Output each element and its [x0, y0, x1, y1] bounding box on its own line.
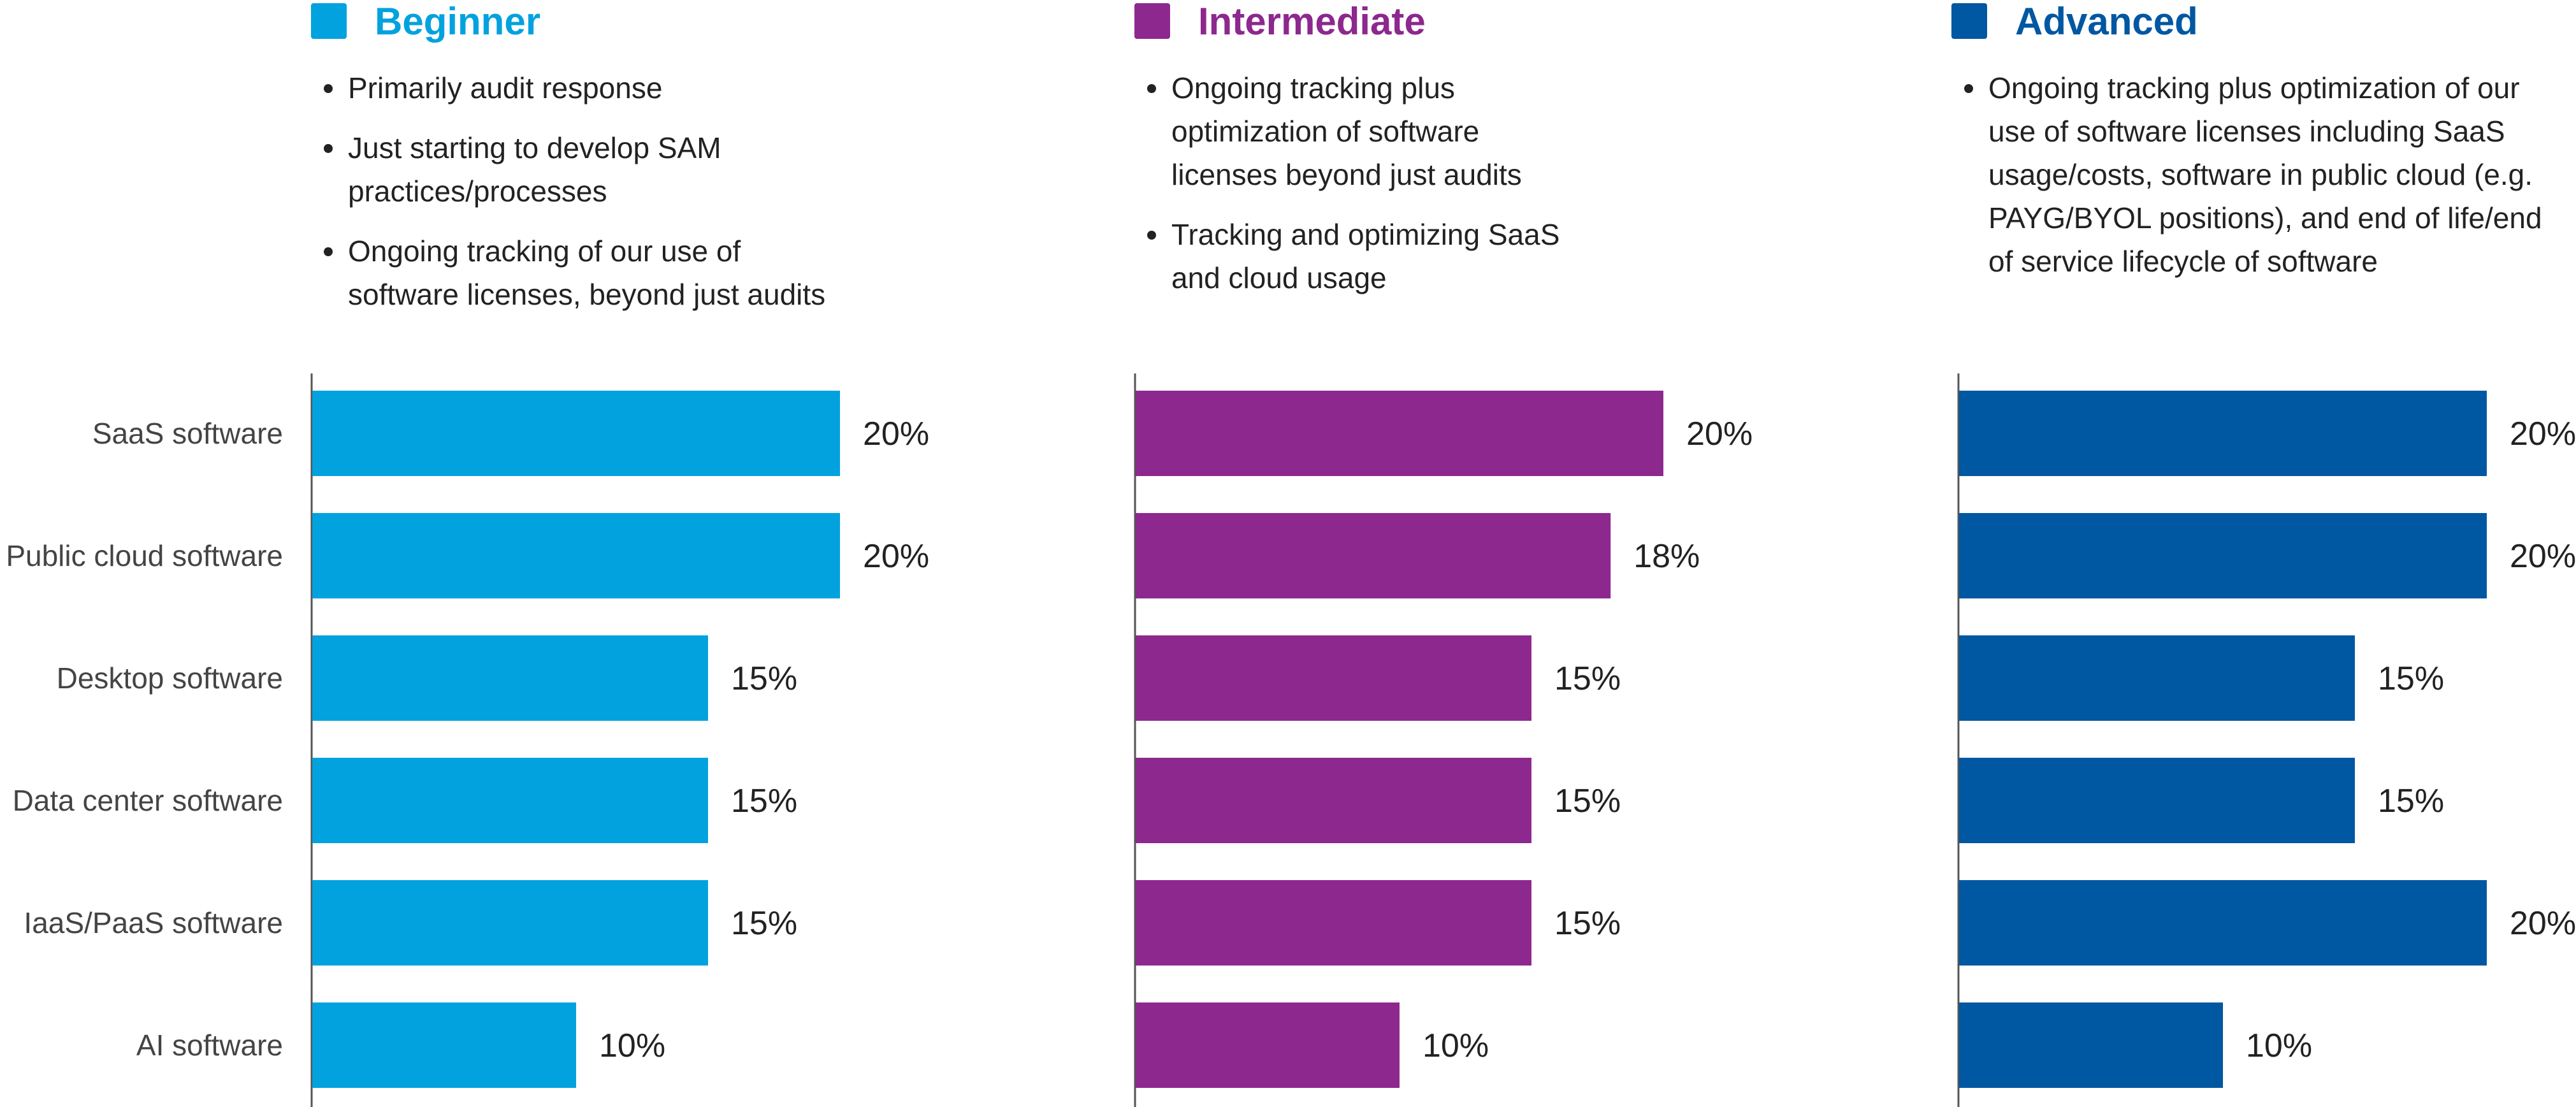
data-label: 20% — [2510, 905, 2576, 942]
category-label: IaaS/PaaS software — [24, 906, 283, 939]
bar — [312, 635, 708, 721]
data-label: 18% — [1633, 538, 1700, 575]
data-label: 10% — [599, 1027, 665, 1064]
bullet-text: Primarily audit response — [348, 71, 663, 105]
legend-swatch-advanced — [1951, 3, 1987, 39]
legend-label-advanced: Advanced — [2015, 0, 2198, 43]
bar — [1136, 513, 1611, 598]
bullet-item: Ongoing tracking plus optimization of ou… — [1964, 66, 2576, 283]
bullet-text: Just starting to develop SAM practices/p… — [348, 131, 721, 208]
bar — [1136, 880, 1531, 966]
bar — [1959, 513, 2487, 598]
category-label: SaaS software — [92, 417, 283, 450]
legend-item-beginner: Beginner — [311, 0, 541, 43]
bullet-text: Ongoing tracking of our use of software … — [348, 235, 826, 311]
data-label: 15% — [731, 783, 797, 820]
bar — [312, 758, 708, 843]
bullet-item: Just starting to develop SAM practices/p… — [324, 126, 1089, 213]
bullet-list-advanced: Ongoing tracking plus optimization of ou… — [1964, 66, 2576, 300]
data-label: 20% — [2510, 416, 2576, 452]
bar — [312, 513, 840, 598]
panel-intermediate: Intermediate Ongoing tracking plus optim… — [1134, 0, 1963, 1107]
category-label: Desktop software — [57, 662, 283, 695]
panel-beginner: Beginner Primarily audit response Just s… — [311, 0, 1140, 1107]
data-label: 15% — [1554, 660, 1621, 697]
bar — [312, 1002, 576, 1088]
bar — [1959, 635, 2355, 721]
legend-label-beginner: Beginner — [375, 0, 541, 43]
data-label: 20% — [863, 416, 929, 452]
bar — [312, 391, 840, 476]
bullet-item: Ongoing tracking plus optimization of so… — [1147, 66, 1912, 196]
bullet-list-beginner: Primarily audit response Just starting t… — [324, 66, 1089, 333]
data-label: 15% — [1554, 905, 1621, 942]
bar — [1959, 758, 2355, 843]
bullet-text: Tracking and optimizing SaaS and cloud u… — [1171, 218, 1560, 294]
panel-advanced: Advanced Ongoing tracking plus optimizat… — [1951, 0, 2576, 1107]
data-label: 15% — [1554, 783, 1621, 820]
legend-swatch-intermediate — [1134, 3, 1170, 39]
data-label: 20% — [863, 538, 929, 575]
category-label: AI software — [136, 1029, 283, 1062]
bar — [1136, 1002, 1400, 1088]
bar — [1136, 635, 1531, 721]
category-label: Data center software — [13, 784, 283, 817]
bullet-item: Primarily audit response — [324, 66, 1089, 110]
bar — [1959, 391, 2487, 476]
bullet-list-intermediate: Ongoing tracking plus optimization of so… — [1147, 66, 1912, 316]
bullet-text: Ongoing tracking plus optimization of ou… — [1988, 71, 2542, 278]
legend-swatch-beginner — [311, 3, 347, 39]
data-label: 15% — [2378, 660, 2444, 697]
bullet-text: Ongoing tracking plus optimization of so… — [1171, 71, 1522, 191]
data-label: 15% — [731, 660, 797, 697]
bar — [1959, 880, 2487, 966]
bar — [1136, 758, 1531, 843]
bar — [1959, 1002, 2223, 1088]
bar — [1136, 391, 1663, 476]
bullet-item: Tracking and optimizing SaaS and cloud u… — [1147, 213, 1912, 300]
data-label: 10% — [1422, 1027, 1489, 1064]
bar — [312, 880, 708, 966]
data-label: 15% — [2378, 783, 2444, 820]
data-label: 10% — [2246, 1027, 2312, 1064]
legend-item-advanced: Advanced — [1951, 0, 2198, 43]
data-label: 20% — [2510, 538, 2576, 575]
legend-item-intermediate: Intermediate — [1134, 0, 1426, 43]
data-label: 15% — [731, 905, 797, 942]
bullet-item: Ongoing tracking of our use of software … — [324, 229, 1089, 316]
data-label: 20% — [1686, 416, 1753, 452]
category-label: Public cloud software — [6, 539, 283, 572]
legend-label-intermediate: Intermediate — [1198, 0, 1426, 43]
